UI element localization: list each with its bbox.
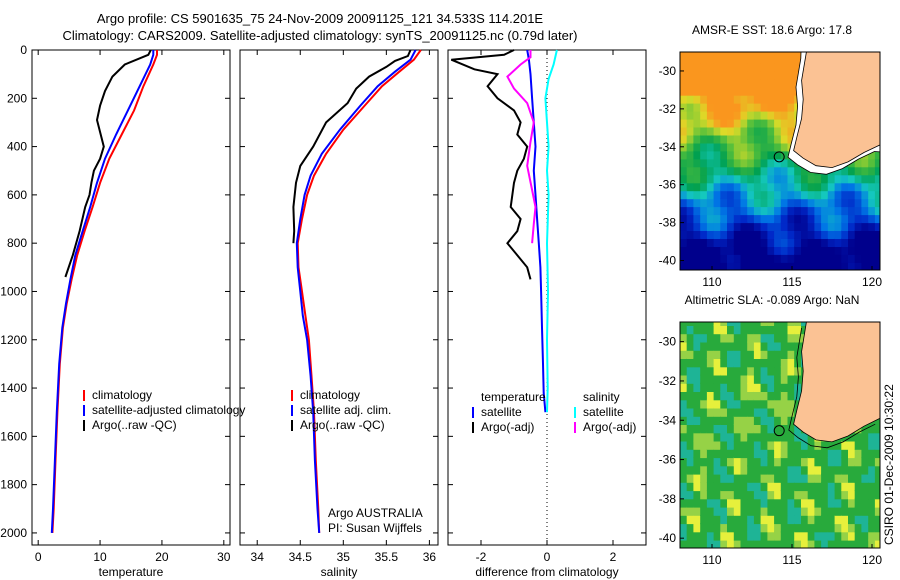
legend-label: satellite [481,405,522,419]
series-line [50,50,155,533]
x-axis-label: difference from climatology [475,565,618,579]
map-field [680,52,880,270]
y-tick-label: -34 [659,413,677,427]
series-line [296,49,422,533]
x-tick-label: 34.5 [289,550,313,564]
x-tick-label: 120 [862,275,882,289]
legend-label: satellite [583,405,624,419]
y-tick-label: 1600 [0,429,27,443]
x-tick-label: 110 [702,275,721,289]
profile-panel-1: 0 200 400 600 800 1000 1200 1400 1600 1800 2000 0 10… [0,43,245,579]
legend-label: climatology [300,388,360,402]
argo-position-marker [773,151,785,163]
x-tick-label: 20 [155,550,169,564]
x-tick-label: 10 [93,550,107,564]
shelf-contour [788,327,876,449]
map-panels: -30 -32 -34 -36 -38 -40 110 115 120 AMSR-E SST: 1… [659,23,883,567]
x-tick-label: 36 [423,550,437,564]
legend-heading: temperature [481,390,546,404]
legend-label: Argo(-adj) [583,420,636,434]
series-line [450,49,532,280]
x-tick-label: 30 [217,550,231,564]
y-tick-label: -32 [659,374,677,388]
legend-heading: salinity [583,390,620,404]
y-tick-label: -36 [659,453,677,467]
series-line [292,49,412,244]
series-line [526,49,547,413]
x-tick-label: 2 [610,550,617,564]
map-panel-1: -30 -32 -34 -36 -38 -40 110 115 120 AMSR-E SST: 1… [659,23,883,289]
legend-label: satellite adj. clim. [300,403,391,417]
y-tick-label: 800 [7,236,27,250]
x-axis-label: salinity [321,565,358,579]
series-line [544,49,558,413]
axes-box [239,49,439,546]
y-tick-label: -38 [659,216,677,230]
land-mass [793,322,880,443]
x-tick-label: 35 [337,550,351,564]
y-tick-label: -34 [659,140,677,154]
map-field [680,322,880,548]
series-line [64,49,152,278]
y-tick-label: 1200 [0,333,27,347]
x-tick-label: 34 [251,550,265,564]
x-axis-label: temperature [99,565,164,579]
x-tick-label: 0 [35,550,42,564]
x-tick-label: 115 [782,553,801,567]
map-title: Altimetric SLA: -0.089 Argo: NaN [685,293,860,307]
y-tick-label: 600 [7,188,27,202]
series-line [506,50,537,244]
side-stamp: CSIRO 01-Dec-2009 10:30:22 [882,384,896,545]
y-tick-label: 1800 [0,478,27,492]
map-panel-2: -30 -32 -34 -36 -38 -40 110 115 120 Altimetric SL… [659,293,883,567]
y-tick-label: -36 [659,178,677,192]
legend-label: Argo(-adj) [481,420,534,434]
profile-panel-2: 34 34.5 35 35.5 36 salinity climatologysatelli… [239,49,439,579]
y-tick-label: 1400 [0,381,27,395]
land-mass [793,52,880,169]
legend-label: climatology [92,388,152,402]
figure-title-line-1: Argo profile: CS 5901635_75 24-Nov-2009 … [96,11,544,26]
legend-label: Argo(..raw -QC) [92,418,177,432]
axes-box [31,49,231,546]
map-frame [679,321,881,549]
y-tick-label: -38 [659,492,677,506]
x-tick-label: 35.5 [375,550,399,564]
y-tick-label: -40 [659,531,677,545]
legend-label: Argo(..raw -QC) [300,418,385,432]
annotation-text: PI: Susan Wijffels [328,521,422,535]
x-tick-label: 120 [862,553,882,567]
y-tick-label: -30 [659,64,677,78]
series-line [295,49,417,533]
argo-position-marker [773,425,785,437]
y-tick-label: 2000 [0,526,27,540]
y-tick-label: -30 [659,335,677,349]
y-tick-label: 400 [7,140,27,154]
figure-title-line-2: Climatology: CARS2009. Satellite-adjuste… [62,28,578,43]
annotation-text: Argo AUSTRALIA [328,506,423,520]
x-tick-label: 115 [782,275,801,289]
y-tick-label: 200 [7,91,27,105]
x-tick-label: -2 [476,550,487,564]
y-tick-label: -32 [659,102,677,116]
legend-label: satellite-adjusted climatology [92,403,245,417]
map-frame [679,51,881,271]
x-tick-label: 110 [702,553,721,567]
y-tick-label: -40 [659,254,677,268]
map-title: AMSR-E SST: 18.6 Argo: 17.8 [692,23,852,37]
x-tick-label: 0 [544,550,551,564]
y-tick-label: 0 [20,43,27,57]
y-tick-label: 1000 [0,284,27,298]
